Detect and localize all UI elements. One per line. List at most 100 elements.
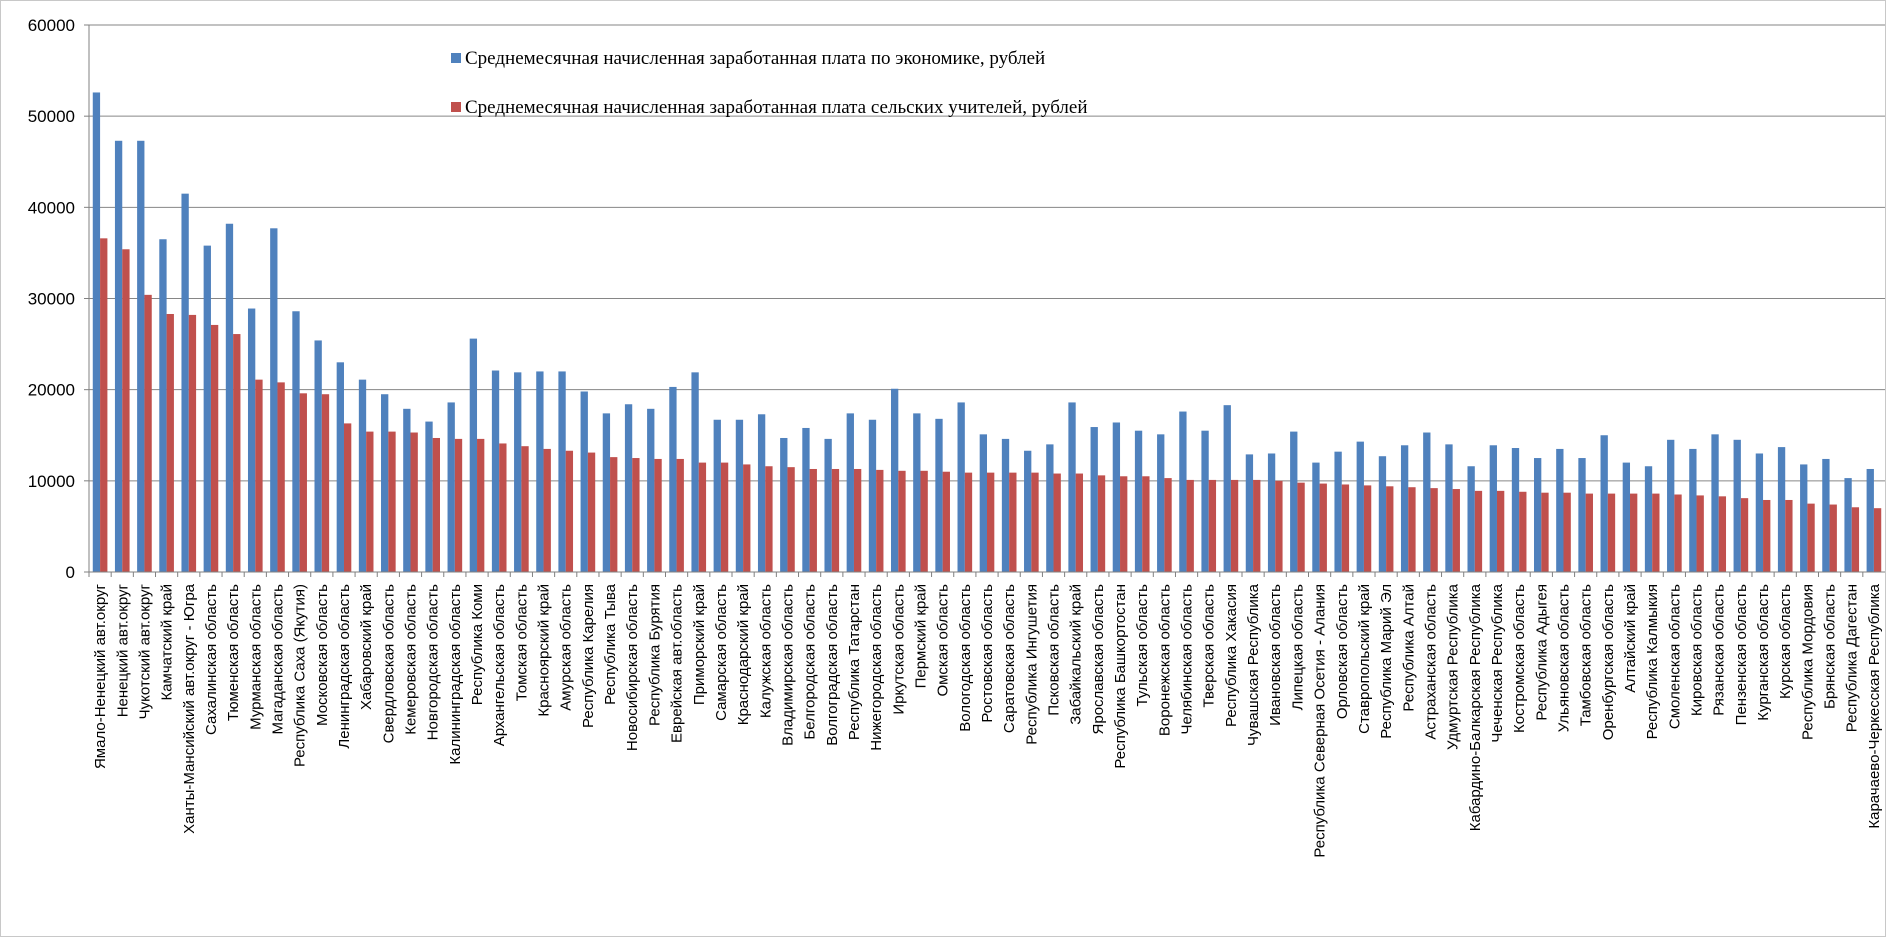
bar-economy <box>1511 448 1520 572</box>
bar-rural-teachers <box>1186 479 1194 572</box>
x-tick-label: Республика Саха (Якутия) <box>292 584 309 767</box>
bar-economy <box>114 140 123 572</box>
bar-rural-teachers <box>1807 503 1815 572</box>
bar-rural-teachers <box>1541 492 1549 572</box>
bar-rural-teachers <box>1408 487 1416 572</box>
legend-swatch-1 <box>451 53 461 63</box>
x-tick-label: Чукотский авт.округ <box>136 583 153 719</box>
bar-economy <box>203 245 211 572</box>
bar-rural-teachers <box>321 394 330 572</box>
legend-label-2: Среднемесячная начисленная заработанная … <box>465 97 1088 118</box>
x-tick-label: Республика Адыгея <box>1533 584 1550 721</box>
x-tick-label: Воронежская область <box>1156 584 1173 736</box>
bar-economy <box>913 413 921 572</box>
legend-item-2: Среднемесячная начисленная заработанная … <box>451 97 1088 118</box>
bar-economy <box>1245 454 1254 572</box>
bar-rural-teachers <box>1363 485 1372 572</box>
bar-rural-teachers <box>432 437 440 572</box>
x-tick-labels: Ямало-Ненецкий авт.округ Ненецкий авт.окр… <box>92 583 1883 857</box>
x-tick-label: Магаданская область <box>269 584 286 735</box>
x-tick-label: Ямало-Ненецкий авт.округ <box>92 583 109 769</box>
x-tick-label: Приморский край <box>691 584 708 705</box>
x-tick-label: Еврейская авт.область <box>669 584 686 743</box>
bar-economy <box>1711 434 1719 572</box>
x-tick-label: Республика Башкортостан <box>1112 584 1129 769</box>
bar-economy <box>159 239 167 572</box>
x-tick-label: Республика Калмыкия <box>1644 584 1661 739</box>
x-tick-label: Курская область <box>1777 584 1794 699</box>
bar-economy <box>1777 447 1786 572</box>
bar-economy <box>624 404 633 572</box>
bar-rural-teachers <box>1763 499 1771 572</box>
bar-rural-teachers <box>853 468 862 572</box>
bar-rural-teachers <box>610 457 618 572</box>
bar-economy <box>1046 444 1054 572</box>
bar-economy <box>1489 445 1497 572</box>
x-tick-label: Новосибирская область <box>624 584 641 751</box>
x-tick-label: Хабаровский край <box>358 584 375 710</box>
x-tick-label: Республика Хакасия <box>1223 584 1240 727</box>
bar-economy <box>1090 427 1098 572</box>
bar-economy <box>225 223 234 572</box>
bar-rural-teachers <box>1851 507 1860 572</box>
bar-economy <box>336 362 344 572</box>
bar-rural-teachers <box>831 468 840 572</box>
bar-rural-teachers <box>1585 493 1593 572</box>
bar-economy <box>1578 458 1586 572</box>
bar-economy <box>1400 445 1409 572</box>
bar-economy <box>1356 441 1364 572</box>
x-tick-label: Красноярский край <box>536 584 553 717</box>
bar-economy <box>1001 438 1010 572</box>
x-tick-label: Республика Марий Эл <box>1378 584 1395 739</box>
bar-rural-teachers <box>1275 480 1283 572</box>
x-tick-label: Нижегородская область <box>868 584 885 751</box>
bar-rural-teachers <box>787 467 795 572</box>
bar-economy <box>802 427 810 572</box>
bar-rural-teachers <box>809 468 817 572</box>
bar-economy <box>1290 431 1298 572</box>
bar-economy <box>425 421 433 572</box>
bar-rural-teachers <box>1873 508 1882 572</box>
x-tick-label: Архангельская область <box>491 584 508 746</box>
bar-rural-teachers <box>654 458 662 572</box>
bar-rural-teachers <box>765 466 773 572</box>
x-tick-label: Челябинская область <box>1179 584 1196 735</box>
bar-rural-teachers <box>366 431 374 572</box>
bar-rural-teachers <box>1785 499 1793 572</box>
x-tick-label: Тверская область <box>1201 584 1218 708</box>
bar-economy <box>1068 402 1076 572</box>
x-tick-label: Сахалинская область <box>203 584 220 735</box>
x-tick-label: Алтайский край <box>1622 584 1639 693</box>
bar-rural-teachers <box>987 472 995 572</box>
bar-rural-teachers <box>410 432 418 572</box>
bar-rural-teachers <box>343 423 352 572</box>
x-tick-label: Амурская область <box>558 584 575 711</box>
bar-rural-teachers <box>1031 472 1039 572</box>
x-tick-label: Ленинградская область <box>336 584 353 749</box>
x-tick-label: Самарская область <box>713 584 730 721</box>
bar-economy <box>1134 430 1143 572</box>
x-tick-label: Пермский край <box>912 584 929 688</box>
bar-economy <box>669 386 677 572</box>
bar-rural-teachers <box>454 438 463 572</box>
x-tick-label: Ставропольский край <box>1356 584 1373 734</box>
bar-economy <box>1179 411 1187 572</box>
bar-economy <box>1423 432 1431 572</box>
bar-rural-teachers <box>388 431 396 572</box>
bar-economy <box>1534 458 1542 572</box>
bar-rural-teachers <box>676 458 684 572</box>
bar-economy <box>447 402 455 572</box>
bar-economy <box>1822 458 1830 572</box>
bar-rural-teachers <box>1053 473 1061 572</box>
bar-rural-teachers <box>1319 483 1327 572</box>
bar-rural-teachers <box>1718 496 1727 572</box>
x-tick-label: Брянская область <box>1822 584 1839 709</box>
bar-rural-teachers <box>1829 504 1837 572</box>
bar-economy <box>1223 405 1231 572</box>
bar-economy <box>1267 453 1276 572</box>
bar-rural-teachers <box>1208 479 1217 572</box>
bar-rural-teachers <box>876 469 884 572</box>
bar-rural-teachers <box>1607 493 1616 572</box>
x-tick-label: Ханты-Мансийский авт.округ - Югра <box>181 583 198 834</box>
x-tick-label: Забайкальский край <box>1068 584 1085 725</box>
